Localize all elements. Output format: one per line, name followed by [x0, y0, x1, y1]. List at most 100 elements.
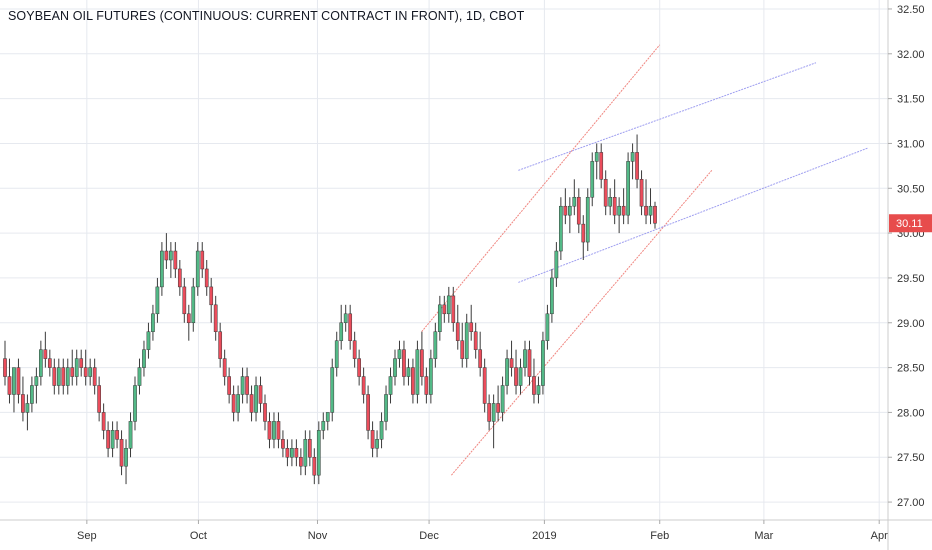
channel-red-upper[interactable]	[421, 44, 661, 333]
candle[interactable]	[182, 277, 187, 323]
candle[interactable]	[65, 358, 70, 395]
candle[interactable]	[213, 295, 218, 341]
candle[interactable]	[639, 170, 644, 216]
candle[interactable]	[263, 394, 267, 431]
candle[interactable]	[608, 188, 613, 216]
candle[interactable]	[155, 277, 160, 323]
candle[interactable]	[316, 421, 321, 485]
candle[interactable]	[559, 197, 563, 260]
candle[interactable]	[146, 322, 151, 359]
candle[interactable]	[12, 367, 16, 413]
candle[interactable]	[330, 358, 335, 422]
candle[interactable]	[191, 277, 196, 332]
candle[interactable]	[160, 242, 164, 296]
candle[interactable]	[137, 358, 142, 395]
candle[interactable]	[142, 340, 146, 377]
candle[interactable]	[370, 421, 375, 458]
candle[interactable]	[83, 349, 88, 386]
candle[interactable]	[393, 349, 397, 386]
candle[interactable]	[505, 349, 509, 395]
candle[interactable]	[411, 358, 415, 404]
candle[interactable]	[523, 340, 527, 377]
candle[interactable]	[500, 376, 505, 422]
candle[interactable]	[415, 340, 420, 404]
candle[interactable]	[599, 143, 604, 189]
candle[interactable]	[39, 340, 43, 386]
candle[interactable]	[563, 188, 568, 225]
candle[interactable]	[514, 349, 518, 395]
candle[interactable]	[442, 295, 447, 323]
candle[interactable]	[464, 313, 469, 368]
channel-blue-upper[interactable]	[518, 62, 817, 171]
candle[interactable]	[541, 331, 545, 395]
candle[interactable]	[240, 367, 245, 404]
candle[interactable]	[545, 304, 550, 350]
candle[interactable]	[648, 188, 653, 225]
candle[interactable]	[621, 188, 626, 225]
candle[interactable]	[576, 188, 581, 234]
candle[interactable]	[469, 304, 474, 341]
candle[interactable]	[43, 331, 48, 368]
candle[interactable]	[590, 152, 595, 207]
price-axis[interactable]: 32.5032.0031.5031.0030.5030.0029.5029.00…	[887, 0, 925, 550]
candle[interactable]	[115, 421, 119, 449]
candle[interactable]	[236, 385, 240, 422]
candle[interactable]	[554, 242, 559, 287]
candle[interactable]	[258, 376, 263, 413]
candle[interactable]	[550, 268, 554, 323]
candle[interactable]	[3, 340, 7, 386]
candle[interactable]	[70, 349, 75, 386]
candle[interactable]	[653, 201, 657, 229]
candle[interactable]	[281, 430, 285, 458]
candle[interactable]	[424, 367, 429, 404]
candle[interactable]	[209, 277, 214, 323]
candle[interactable]	[79, 349, 84, 377]
candle[interactable]	[151, 304, 155, 341]
candle[interactable]	[56, 358, 61, 395]
candle[interactable]	[585, 188, 590, 252]
candle[interactable]	[509, 340, 514, 377]
candle[interactable]	[195, 242, 200, 296]
candle[interactable]	[527, 340, 532, 386]
candle[interactable]	[272, 412, 276, 449]
candle[interactable]	[612, 179, 617, 225]
candle[interactable]	[339, 304, 344, 350]
candle[interactable]	[406, 358, 411, 386]
candle[interactable]	[47, 349, 52, 377]
candle[interactable]	[491, 394, 496, 449]
candle[interactable]	[97, 376, 101, 422]
candle[interactable]	[227, 367, 231, 404]
candle[interactable]	[186, 304, 191, 341]
candle[interactable]	[21, 376, 25, 422]
candle[interactable]	[532, 358, 536, 404]
candle[interactable]	[446, 286, 451, 323]
candle[interactable]	[594, 143, 599, 180]
candle[interactable]	[88, 358, 93, 386]
candle[interactable]	[518, 358, 523, 395]
candle[interactable]	[630, 143, 635, 180]
candle[interactable]	[204, 260, 209, 296]
candle[interactable]	[402, 340, 406, 386]
candle[interactable]	[74, 349, 79, 386]
candle[interactable]	[420, 331, 424, 386]
candle[interactable]	[169, 242, 173, 278]
candle[interactable]	[352, 331, 357, 368]
candle[interactable]	[455, 304, 460, 350]
candle[interactable]	[110, 421, 115, 458]
candle[interactable]	[617, 197, 621, 234]
candle[interactable]	[478, 331, 483, 377]
candle[interactable]	[487, 394, 491, 431]
candle[interactable]	[290, 439, 294, 467]
candle[interactable]	[294, 439, 299, 467]
channel-red-lower[interactable]	[451, 170, 713, 476]
candle[interactable]	[218, 322, 223, 368]
candle[interactable]	[572, 179, 577, 216]
candle[interactable]	[388, 367, 393, 404]
candle[interactable]	[357, 349, 361, 386]
candle[interactable]	[581, 215, 586, 260]
candle[interactable]	[379, 412, 384, 449]
candle[interactable]	[437, 295, 442, 341]
candle[interactable]	[361, 367, 366, 404]
candle[interactable]	[433, 322, 438, 368]
